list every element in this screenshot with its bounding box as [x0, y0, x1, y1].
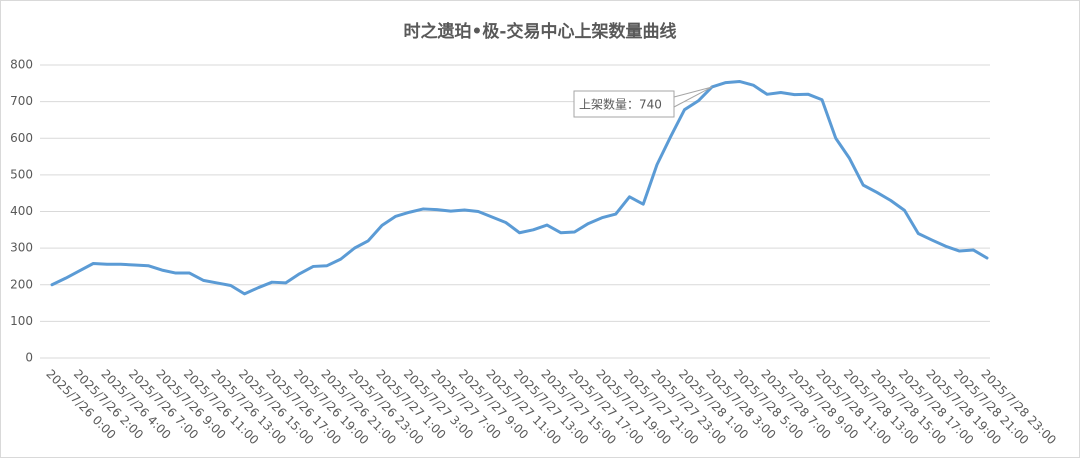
callout-text: 上架数量：740	[579, 97, 662, 112]
y-tick-label: 400	[10, 204, 33, 218]
chart-title: 时之遗珀•极-交易中心上架数量曲线	[404, 21, 677, 42]
y-tick-label: 100	[10, 314, 33, 328]
y-tick-label: 200	[10, 277, 33, 291]
y-tick-label: 700	[10, 94, 33, 108]
series-line	[50, 79, 989, 296]
y-tick-label: 300	[10, 241, 33, 255]
y-tick-label: 800	[10, 58, 33, 72]
callout-box	[573, 90, 675, 118]
y-tick-label: 500	[10, 167, 33, 181]
y-tick-label: 0	[25, 351, 33, 365]
y-tick-label: 600	[10, 131, 33, 145]
callout-pointer	[673, 86, 713, 108]
